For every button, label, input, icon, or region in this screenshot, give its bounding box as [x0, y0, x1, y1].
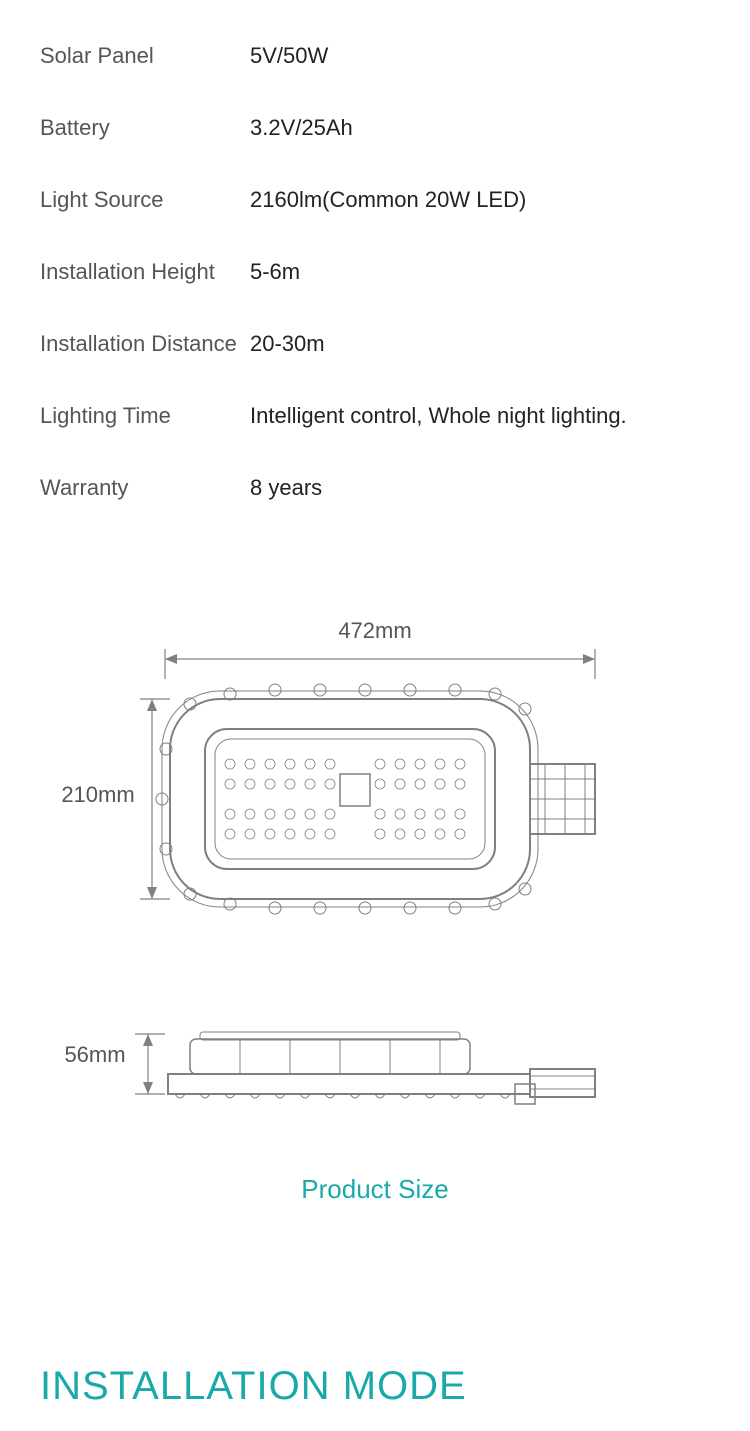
spec-value: 20-30m — [250, 331, 325, 357]
spec-value: 5V/50W — [250, 43, 328, 69]
spec-row: Warranty 8 years — [40, 452, 710, 524]
spec-label: Lighting Time — [40, 403, 250, 429]
side-view-drawing: 56mm — [64, 1032, 595, 1104]
spec-value: 2160lm(Common 20W LED) — [250, 187, 526, 213]
top-view-drawing — [156, 684, 595, 914]
dimensions-svg: 472mm 210mm — [40, 614, 710, 1174]
product-diagram: 472mm 210mm — [0, 614, 750, 1234]
height-dimension-text: 210mm — [61, 782, 134, 807]
spec-label: Warranty — [40, 475, 250, 501]
spec-row: Installation Height 5-6m — [40, 236, 710, 308]
width-dimension-text: 472mm — [338, 618, 411, 643]
spec-value: Intelligent control, Whole night lightin… — [250, 403, 627, 429]
spec-label: Light Source — [40, 187, 250, 213]
product-size-caption: Product Size — [0, 1174, 750, 1205]
spec-label: Installation Distance — [40, 331, 250, 357]
spec-value: 8 years — [250, 475, 322, 501]
thickness-dimension-text: 56mm — [64, 1042, 125, 1067]
spec-row: Battery 3.2V/25Ah — [40, 92, 710, 164]
spec-value: 5-6m — [250, 259, 300, 285]
spec-row: Installation Distance 20-30m — [40, 308, 710, 380]
spec-table: Solar Panel 5V/50W Battery 3.2V/25Ah Lig… — [0, 0, 750, 524]
spec-label: Battery — [40, 115, 250, 141]
spec-value: 3.2V/25Ah — [250, 115, 353, 141]
spec-row: Solar Panel 5V/50W — [40, 20, 710, 92]
spec-row: Light Source 2160lm(Common 20W LED) — [40, 164, 710, 236]
spec-row: Lighting Time Intelligent control, Whole… — [40, 380, 710, 452]
spec-label: Solar Panel — [40, 43, 250, 69]
installation-mode-heading: INSTALLATION MODE — [0, 1364, 750, 1409]
spec-label: Installation Height — [40, 259, 250, 285]
